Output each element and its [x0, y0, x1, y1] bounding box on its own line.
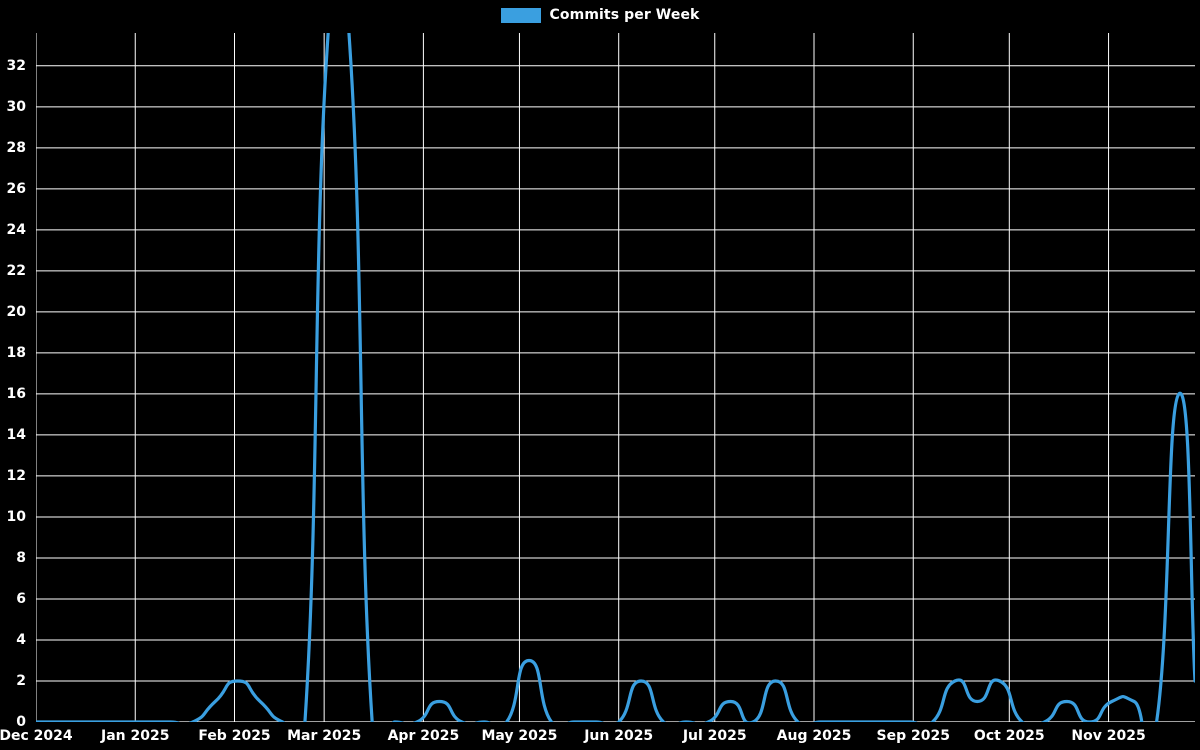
x-axis-tick-label: May 2025	[481, 728, 558, 744]
y-axis-tick-label: 30	[6, 98, 26, 115]
y-axis-tick-label: 10	[6, 508, 26, 525]
y-axis-tick-label: 6	[16, 590, 26, 607]
y-axis-tick-label: 2	[16, 672, 26, 689]
y-axis-tick-label: 32	[6, 57, 26, 74]
x-axis-tick-label: Jan 2025	[101, 728, 170, 744]
plot-area	[36, 33, 1195, 722]
x-axis-tick-label: Oct 2025	[973, 728, 1045, 744]
legend-label: Commits per Week	[549, 7, 700, 23]
y-axis-tick-label: 26	[6, 180, 26, 197]
commits-per-week-line	[36, 33, 1195, 722]
x-axis-tick-label: Aug 2025	[776, 728, 852, 744]
vertical-gridlines	[36, 33, 1110, 722]
y-axis-tick-label: 0	[16, 714, 26, 730]
x-axis-tick-label: Apr 2025	[387, 728, 460, 744]
y-axis-tick-label: 16	[6, 385, 26, 402]
y-axis-tick-label: 4	[16, 631, 26, 648]
y-axis-tick-label: 28	[6, 139, 26, 156]
y-axis-tick-label: 14	[6, 426, 26, 443]
y-axis-tick-label: 20	[6, 303, 26, 320]
x-axis-tick-label: Sep 2025	[876, 728, 950, 744]
y-axis-tick-label: 22	[6, 262, 26, 279]
legend-color-swatch	[500, 7, 541, 23]
y-axis-tick-label: 12	[6, 467, 26, 484]
y-axis-tick-label: 18	[6, 344, 26, 361]
chart-legend: Commits per Week	[0, 0, 1200, 30]
horizontal-gridlines	[36, 65, 1195, 722]
x-axis-tick-label: Dec 2024	[0, 728, 73, 744]
x-axis-tick-label: Nov 2025	[1071, 728, 1146, 744]
plot-svg	[36, 33, 1195, 722]
x-axis-tick-label: Feb 2025	[198, 728, 271, 744]
x-axis-tick-label: Jun 2025	[584, 728, 654, 744]
y-axis-tick-label: 8	[16, 549, 26, 566]
x-axis-tick-label: Mar 2025	[287, 728, 362, 744]
y-axis-tick-label: 24	[6, 221, 26, 238]
x-axis-tick-label: Jul 2025	[682, 728, 747, 744]
